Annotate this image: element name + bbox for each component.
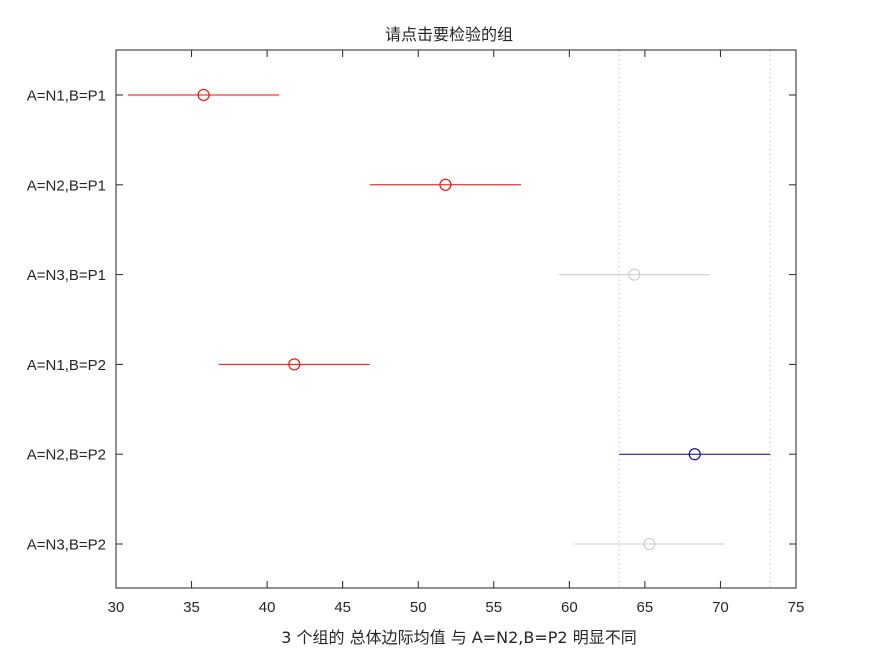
y-tick-label: A=N1,B=P2 [27, 357, 106, 374]
group-intervals[interactable] [128, 88, 771, 551]
y-tick-label: A=N3,B=P2 [27, 537, 106, 554]
x-tick-label: 65 [637, 599, 654, 616]
x-tick-label: 30 [108, 599, 125, 616]
mean-marker[interactable] [288, 358, 301, 371]
axes-box [115, 49, 797, 589]
y-tick-label: A=N2,B=P1 [27, 177, 106, 194]
x-tick-label: 45 [334, 599, 351, 616]
group-interval-3[interactable] [558, 268, 710, 281]
x-tick-label: 60 [561, 599, 578, 616]
x-tick-label: 70 [712, 599, 729, 616]
group-interval-6[interactable] [573, 537, 725, 551]
group-interval-2[interactable] [369, 178, 521, 191]
y-tick-label: A=N3,B=P1 [27, 267, 106, 284]
y-tick-label: A=N1,B=P1 [27, 88, 106, 105]
x-tick-label: 35 [183, 599, 200, 616]
mean-marker[interactable] [688, 448, 701, 461]
mean-marker[interactable] [439, 178, 452, 191]
chart-title: 请点击要检验的组 [385, 25, 513, 44]
x-tick-label: 75 [788, 599, 805, 616]
group-interval-4[interactable] [218, 358, 370, 371]
group-interval-1[interactable] [128, 88, 280, 102]
x-tick-label: 40 [259, 599, 276, 616]
group-interval-5[interactable] [619, 448, 771, 461]
reference-lines [618, 50, 771, 588]
mean-marker[interactable] [628, 268, 641, 281]
mean-marker[interactable] [643, 537, 656, 551]
x-axis-ticks: 30 35 40 45 50 55 60 65 70 75 [108, 50, 805, 616]
x-tick-label: 55 [485, 599, 502, 616]
x-tick-label: 50 [410, 599, 427, 616]
y-tick-label: A=N2,B=P2 [27, 447, 106, 464]
x-axis-label: 3 个组的 总体边际均值 与 A=N2,B=P2 明显不同 [281, 628, 636, 647]
mean-marker[interactable] [197, 88, 210, 102]
y-axis-ticks: A=N1,B=P1 A=N2,B=P1 A=N3,B=P1 A=N1,B=P2 A=N2… [27, 88, 796, 554]
